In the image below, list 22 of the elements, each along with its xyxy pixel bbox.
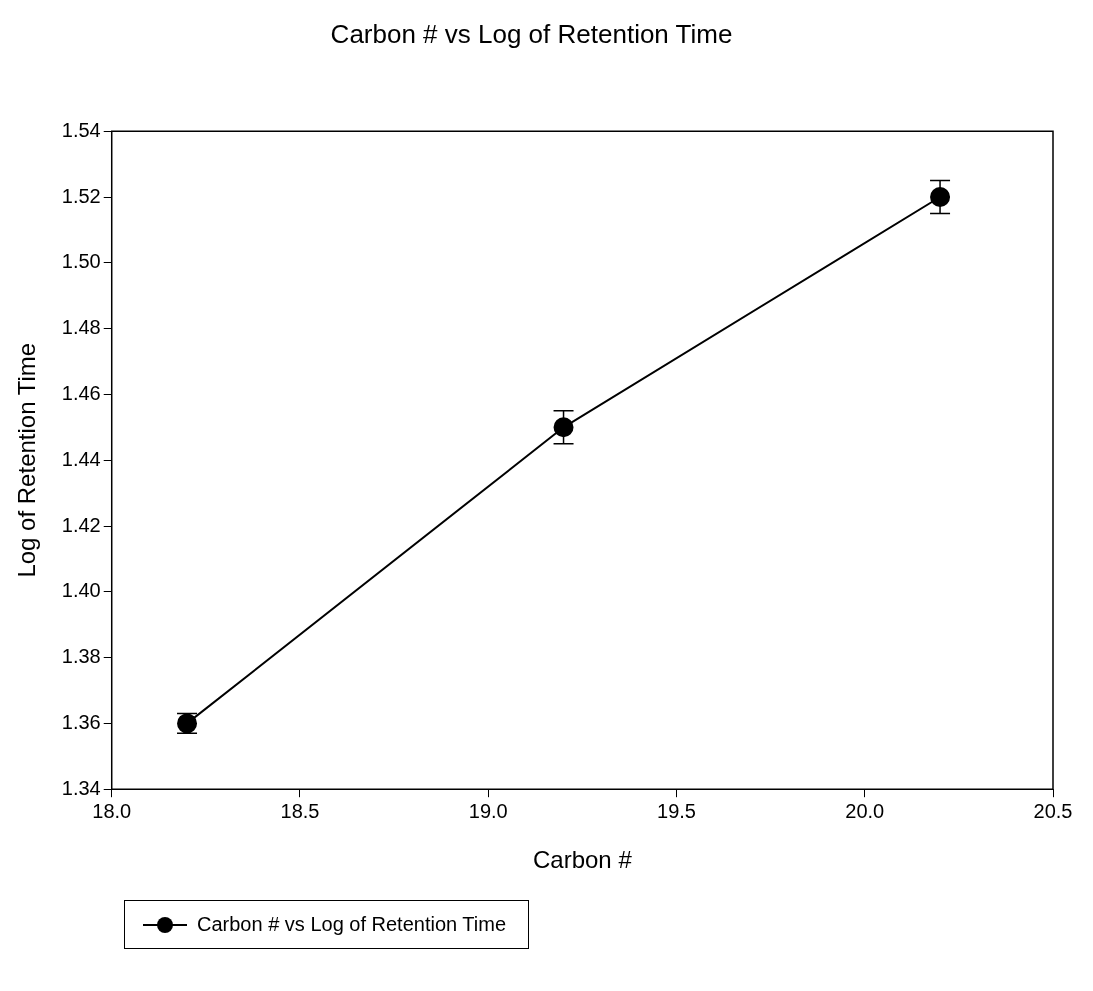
x-axis-title: Carbon # bbox=[533, 846, 633, 874]
point bbox=[553, 417, 574, 438]
y-tick-label: 1.46 bbox=[61, 381, 101, 404]
y-tick-label: 1.38 bbox=[61, 645, 101, 668]
x-tick-label: 20.0 bbox=[845, 799, 885, 822]
y-tick-label: 1.34 bbox=[61, 776, 101, 799]
y-tick-label: 1.44 bbox=[61, 447, 101, 470]
x-tick-label: 18.5 bbox=[280, 799, 320, 822]
x-tick-label: 20.5 bbox=[1033, 799, 1073, 822]
y-tick-label: 1.50 bbox=[61, 250, 101, 273]
x-tick-label: 19.0 bbox=[468, 799, 508, 822]
y-tick-label: 1.52 bbox=[61, 184, 101, 207]
y-tick-label: 1.48 bbox=[61, 316, 101, 339]
y-tick-label: 1.42 bbox=[61, 513, 101, 536]
y-tick-label: 1.36 bbox=[61, 710, 101, 733]
y-axis-title: Log of Retention Time bbox=[13, 342, 41, 578]
y-tick-label: 1.54 bbox=[61, 118, 101, 141]
chart-title: Carbon # vs Log of Retention Time bbox=[330, 18, 733, 49]
y-tick-label: 1.40 bbox=[61, 579, 101, 602]
x-tick-label: 18.0 bbox=[92, 799, 132, 822]
legend-label: Carbon # vs Log of Retention Time bbox=[197, 913, 507, 936]
x-tick-label: 19.5 bbox=[657, 799, 696, 822]
